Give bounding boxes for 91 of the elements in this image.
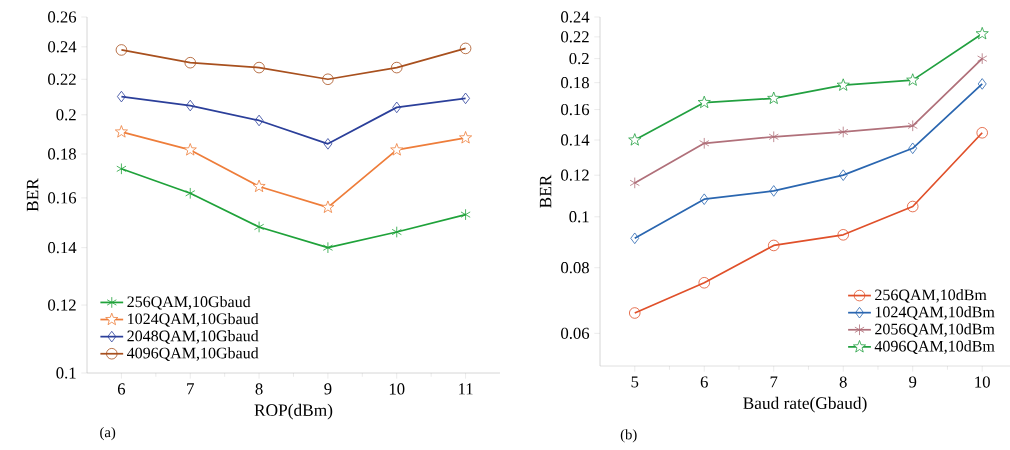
legend-label: 1024QAM,10dBm: [875, 306, 995, 320]
y-tick-label: 0.14: [561, 134, 590, 146]
legend-label: 2048QAM,10Gbaud: [127, 330, 259, 344]
point: [459, 42, 472, 55]
legend-label: 4096QAM,10dBm: [874, 340, 995, 355]
point: [906, 200, 919, 213]
legend-label: 256QAM,10Gbaud: [127, 295, 251, 310]
point: [459, 131, 473, 144]
point: [908, 142, 918, 155]
point: [838, 169, 848, 181]
point: [907, 120, 918, 132]
x-tick-label: 6: [117, 383, 126, 395]
y-tick-label: 0.18: [561, 76, 589, 89]
y-tick-label: 0.16: [561, 103, 590, 116]
x-tick-label: 9: [909, 376, 917, 388]
point: [114, 125, 128, 138]
point: [975, 26, 989, 40]
x-tick-label: 7: [770, 376, 778, 388]
point: [392, 101, 402, 114]
y-tick-label: 0.12: [561, 169, 589, 181]
point: [115, 44, 128, 56]
legend-label: 4096QAM,10Gbaud: [127, 347, 259, 361]
point: [323, 138, 333, 150]
point: [253, 61, 265, 74]
point: [699, 193, 709, 205]
y-tick-label: 0.22: [48, 73, 76, 85]
y-tick-label: 0.24: [48, 41, 77, 53]
y-tick-label: 0.14: [48, 242, 77, 254]
point: [629, 177, 640, 189]
point: [767, 91, 781, 104]
point: [697, 95, 711, 109]
x-axis-title: Baud rate(Gbaud): [743, 396, 867, 413]
x-tick-label: 11: [459, 383, 473, 395]
point: [460, 208, 471, 221]
point: [977, 52, 988, 65]
point: [628, 133, 642, 146]
point: [184, 56, 196, 69]
y-tick-label: 0.08: [561, 262, 589, 274]
point: [698, 277, 710, 289]
point: [699, 137, 710, 150]
point: [185, 187, 196, 200]
y-tick-label: 0.06: [561, 327, 590, 340]
point: [321, 200, 335, 213]
y-tick-label: 0.16: [48, 192, 77, 204]
point: [630, 232, 640, 245]
point: [254, 221, 265, 233]
point: [769, 185, 779, 197]
x-tick-label: 6: [700, 376, 708, 388]
y-tick-label: 0.2: [569, 52, 589, 65]
x-tick-label: 7: [187, 383, 194, 395]
legend-label: 256QAM,10dBm: [875, 289, 987, 303]
y-tick-label: 0.26: [48, 11, 77, 23]
point: [322, 241, 333, 254]
point: [977, 78, 987, 90]
x-tick-label: 8: [839, 376, 847, 388]
text: (b): [620, 429, 637, 443]
point: [254, 114, 264, 127]
point: [629, 307, 641, 319]
x-axis-title: ROP(dBm): [254, 403, 333, 420]
y-tick-label: 0.12: [48, 299, 76, 311]
y-tick-label: 0.1: [569, 211, 589, 223]
y-tick-label: 0.22: [561, 31, 589, 43]
point: [836, 78, 850, 91]
point: [837, 229, 849, 241]
point: [838, 126, 849, 138]
y-tick-label: 0.1: [56, 367, 76, 379]
y-tick-label: 0.2: [56, 109, 76, 121]
point: [390, 143, 404, 156]
x-tick-label: 9: [324, 383, 332, 395]
point: [976, 127, 988, 139]
y-axis-title: BER: [26, 178, 39, 212]
y-axis-title: BER: [539, 174, 552, 208]
text: (a): [100, 426, 116, 441]
point: [183, 143, 197, 156]
y-tick-label: 0.24: [561, 11, 590, 23]
point: [906, 73, 920, 86]
point: [768, 131, 779, 143]
point: [391, 61, 403, 74]
x-tick-label: 8: [255, 383, 263, 395]
legend-label: 2056QAM,10dBm: [875, 323, 995, 337]
y-tick-label: 0.18: [48, 148, 76, 160]
point: [768, 239, 780, 252]
point: [252, 179, 266, 193]
point: [116, 163, 127, 175]
x-tick-label: 5: [631, 376, 639, 388]
point: [185, 99, 195, 112]
x-tick-label: 10: [389, 383, 405, 395]
point: [322, 73, 334, 85]
point: [391, 226, 402, 238]
legend-label: 1024QAM,10Gbaud: [128, 312, 259, 327]
x-tick-label: 10: [975, 376, 990, 388]
